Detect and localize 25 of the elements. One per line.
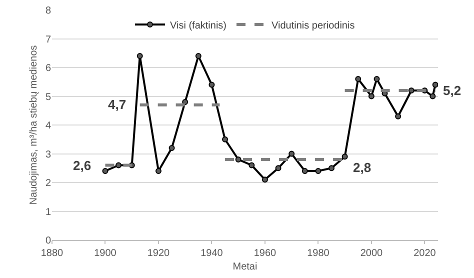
x-tick-label: 1980 (307, 248, 330, 259)
x-axis-title: Metai (232, 262, 258, 272)
x-tick-label: 1900 (94, 248, 117, 259)
annotation: 2,6 (73, 158, 92, 173)
x-tick-label: 1880 (40, 248, 64, 259)
y-tick-label: 7 (45, 34, 52, 46)
x-tick-label: 1960 (254, 248, 277, 259)
y-axis-title: Naudojimas, m³/ha stiebų medienos (28, 45, 40, 205)
y-tick-label: 5 (45, 92, 52, 103)
legend-label: Vidutinis periodinis (272, 20, 355, 32)
annotation: 5,2 (443, 83, 462, 98)
legend-label: Visi (faktinis) (170, 20, 226, 32)
x-tick-label: 2000 (360, 248, 384, 259)
y-tick-label: 2 (45, 178, 52, 189)
y-tick-label: 1 (45, 206, 52, 218)
y-tick-label: 4 (45, 120, 52, 132)
annotation: 4,7 (108, 97, 126, 112)
y-tick-label: 8 (45, 6, 52, 16)
y-tick-label: 3 (45, 149, 52, 160)
x-tick-label: 1920 (147, 248, 170, 259)
y-tick-label: 6 (45, 63, 52, 74)
x-tick-label: 2020 (414, 248, 436, 259)
x-tick-label: 1940 (200, 248, 224, 259)
y-tick-label: 0 (45, 236, 52, 246)
annotation: 2,8 (353, 160, 372, 175)
